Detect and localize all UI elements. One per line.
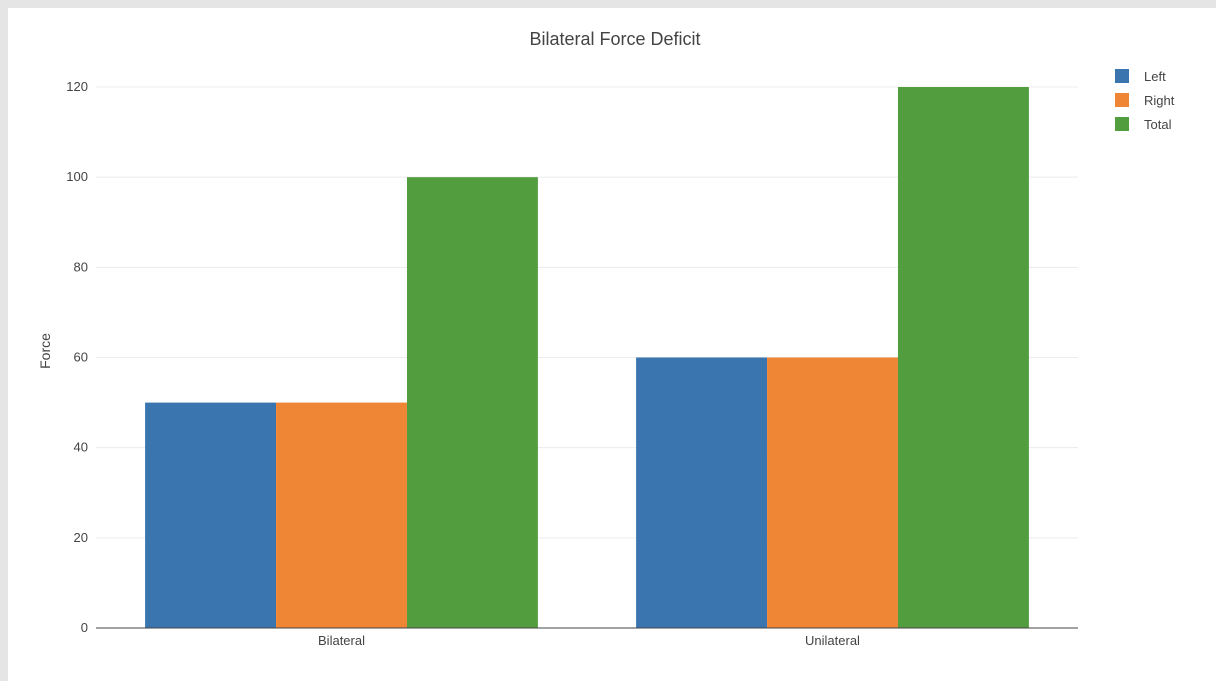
y-tick-label: 20 xyxy=(74,530,88,545)
legend-item-left[interactable]: Left xyxy=(1115,69,1166,84)
legend[interactable]: Left Right Total xyxy=(1115,69,1175,132)
legend-swatch xyxy=(1115,69,1129,83)
y-tick-label: 100 xyxy=(66,169,88,184)
y-tick-label: 120 xyxy=(66,79,88,94)
x-tick-label: Unilateral xyxy=(805,633,860,648)
y-tick-label: 0 xyxy=(81,620,88,635)
y-axis-label: Force xyxy=(37,333,53,369)
legend-swatch xyxy=(1115,93,1129,107)
legend-swatch xyxy=(1115,117,1129,131)
bar-left-unilateral[interactable] xyxy=(636,357,768,629)
legend-label: Left xyxy=(1144,69,1166,84)
y-tick-label: 60 xyxy=(74,350,88,365)
y-tick-label: 40 xyxy=(74,440,88,455)
x-tick-label: Bilateral xyxy=(318,633,365,648)
bars xyxy=(145,87,1029,628)
legend-label: Right xyxy=(1144,93,1175,108)
legend-item-total[interactable]: Total xyxy=(1115,117,1172,132)
bar-total-unilateral[interactable] xyxy=(897,87,1029,628)
bar-right-unilateral[interactable] xyxy=(767,357,898,629)
legend-label: Total xyxy=(1144,117,1172,132)
axes: 0 20 40 60 80 100 120 Bilateral Unilateral xyxy=(66,79,1078,648)
chart-frame: Bilateral Force Deficit Force 0 20 40 60 80 1… xyxy=(8,8,1216,681)
bar-total-bilateral[interactable] xyxy=(406,177,538,628)
bar-left-bilateral[interactable] xyxy=(145,402,277,628)
bar-chart: Bilateral Force Deficit Force 0 20 40 60 80 1… xyxy=(37,29,1175,648)
bar-right-bilateral[interactable] xyxy=(276,402,407,628)
legend-item-right[interactable]: Right xyxy=(1115,93,1175,108)
y-tick-label: 80 xyxy=(74,259,88,274)
chart-title: Bilateral Force Deficit xyxy=(529,29,700,49)
